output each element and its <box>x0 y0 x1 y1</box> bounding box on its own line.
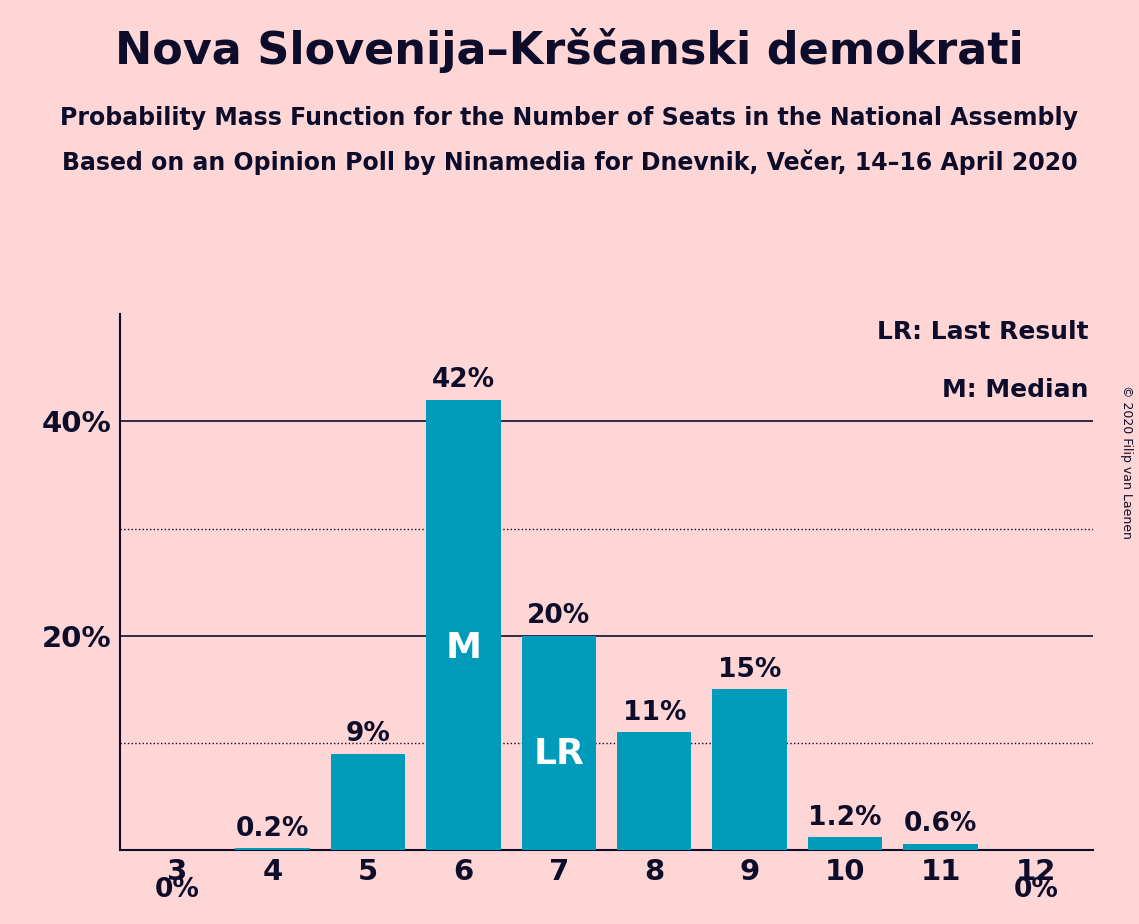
Text: M: Median: M: Median <box>942 379 1089 403</box>
Text: 9%: 9% <box>345 722 391 748</box>
Bar <box>426 400 500 850</box>
Bar <box>522 636 596 850</box>
Text: 0%: 0% <box>155 877 199 903</box>
Bar <box>713 689 787 850</box>
Text: 0.2%: 0.2% <box>236 816 309 842</box>
Text: 42%: 42% <box>432 368 494 394</box>
Text: LR: LR <box>533 736 584 771</box>
Text: 0%: 0% <box>1014 877 1058 903</box>
Text: Probability Mass Function for the Number of Seats in the National Assembly: Probability Mass Function for the Number… <box>60 106 1079 130</box>
Bar <box>330 754 405 850</box>
Bar <box>617 732 691 850</box>
Text: Nova Slovenija–Krščanski demokrati: Nova Slovenija–Krščanski demokrati <box>115 28 1024 73</box>
Text: 11%: 11% <box>623 699 686 725</box>
Text: Based on an Opinion Poll by Ninamedia for Dnevnik, Večer, 14–16 April 2020: Based on an Opinion Poll by Ninamedia fo… <box>62 150 1077 176</box>
Bar <box>808 837 883 850</box>
Bar <box>235 848 310 850</box>
Bar <box>903 844 978 850</box>
Text: 15%: 15% <box>718 657 781 683</box>
Text: © 2020 Filip van Laenen: © 2020 Filip van Laenen <box>1121 385 1133 539</box>
Text: LR: Last Result: LR: Last Result <box>877 320 1089 344</box>
Text: M: M <box>445 630 482 664</box>
Text: 0.6%: 0.6% <box>904 811 977 837</box>
Text: 1.2%: 1.2% <box>809 805 882 831</box>
Text: 20%: 20% <box>527 603 590 629</box>
